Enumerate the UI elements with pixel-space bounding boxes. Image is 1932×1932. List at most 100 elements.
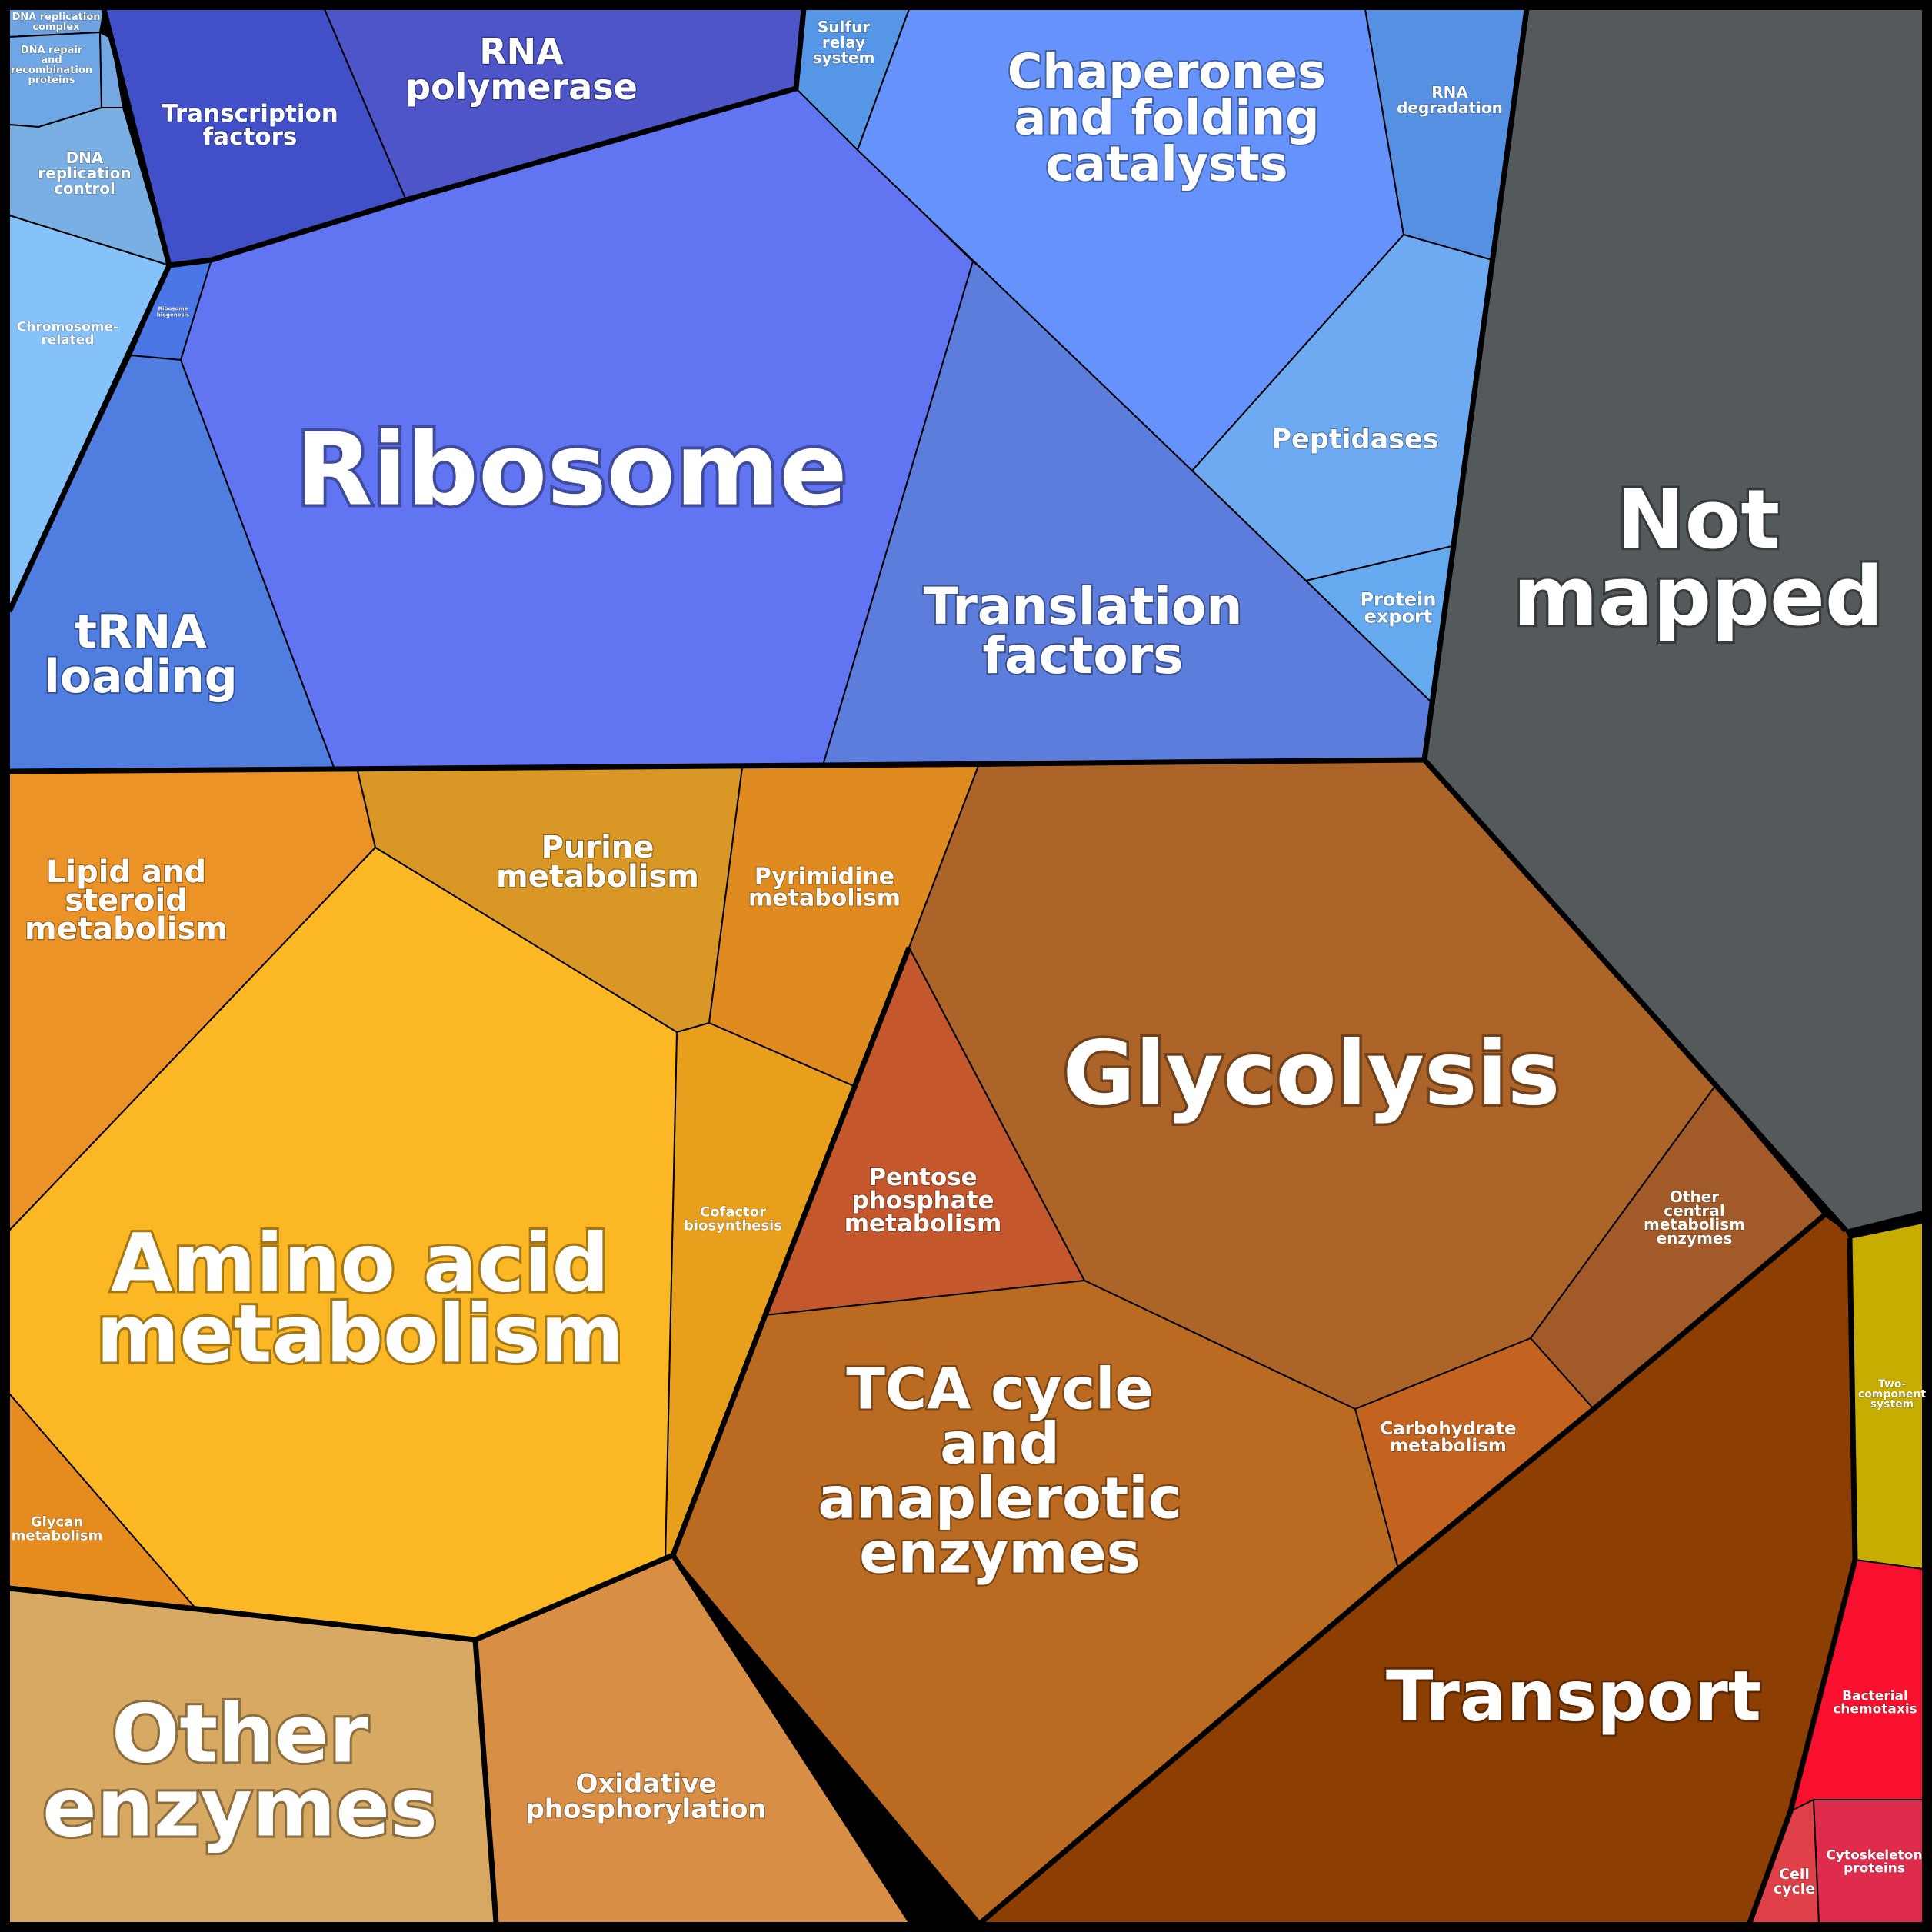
label-line: metabolism bbox=[12, 1527, 103, 1544]
label-chaperones: Chaperones and folding catalysts bbox=[1008, 44, 1326, 192]
label-line: Not bbox=[1617, 472, 1780, 567]
label-pentose: Pentose phosphate metabolism bbox=[844, 1164, 1002, 1237]
label-line: Cell bbox=[1779, 1866, 1810, 1883]
label-line: Pyrimidine bbox=[754, 864, 894, 891]
label-pyrimidine: Pyrimidine metabolism bbox=[748, 864, 901, 912]
label-line: Chaperones bbox=[1008, 44, 1326, 100]
label-line: Glycolysis bbox=[1063, 1022, 1561, 1125]
label-bacterial-chemotaxis: Bacterial chemotaxis bbox=[1833, 1688, 1917, 1717]
label-line: degradation bbox=[1397, 98, 1503, 117]
label-line: steroid bbox=[65, 883, 188, 918]
label-other-enzymes: Other enzymes bbox=[42, 1687, 438, 1854]
label-line: Glycan bbox=[31, 1514, 83, 1530]
label-line: Two- bbox=[1878, 1378, 1907, 1391]
label-line: metabolism bbox=[844, 1210, 1002, 1237]
label-line: metabolism bbox=[96, 1287, 624, 1381]
label-peptidases: Peptidases bbox=[1271, 424, 1438, 455]
label-oxidative-phosphorylation: Oxidative phosphorylation bbox=[525, 1768, 766, 1824]
label-ribosome: Ribosome bbox=[295, 411, 847, 528]
label-carbohydrate: Carbohydrate metabolism bbox=[1380, 1419, 1516, 1456]
label-line: and folding bbox=[1014, 90, 1320, 146]
label-translation-factors: Translation factors bbox=[924, 577, 1243, 685]
label-line: Sulfur bbox=[818, 18, 870, 36]
label-line: proteins bbox=[1844, 1860, 1905, 1876]
label-line: central bbox=[1664, 1201, 1724, 1220]
label-ribosome-biogenesis: Ribosome biogenesis bbox=[157, 305, 189, 318]
label-line: metabolism bbox=[748, 885, 901, 912]
label-other-central: Other central metabolism enzymes bbox=[1644, 1188, 1745, 1247]
border-transport bbox=[1747, 1237, 1858, 1924]
label-line: Purine bbox=[541, 830, 655, 865]
label-line: Translation bbox=[924, 577, 1243, 636]
label-line: cycle bbox=[1774, 1880, 1815, 1897]
label-two-component: Two-component system bbox=[1858, 1378, 1927, 1411]
label-line: complex bbox=[32, 22, 80, 33]
label-line: phosphate bbox=[851, 1187, 994, 1214]
label-line: export bbox=[1364, 605, 1433, 627]
label-amino-acid: Amino acid metabolism bbox=[96, 1216, 624, 1381]
label-line: recombination bbox=[11, 65, 92, 76]
label-line: Chromosome- bbox=[17, 319, 118, 335]
border-genetic-info bbox=[8, 757, 1425, 774]
label-dna-repair: DNA repair and recombination proteins bbox=[11, 45, 92, 86]
label-rna-polymerase: RNA polymerase bbox=[405, 31, 638, 108]
label-line: factors bbox=[203, 123, 298, 151]
label-sulfur-relay: Sulfur relay system bbox=[813, 18, 875, 67]
label-line: and bbox=[940, 1411, 1060, 1477]
category-borders bbox=[6, 8, 1858, 1925]
label-rna-degradation: RNA degradation bbox=[1397, 83, 1503, 117]
label-cell-cycle: Cell cycle bbox=[1774, 1866, 1815, 1897]
border-top-blue-split bbox=[6, 264, 172, 613]
label-line: chemotaxis bbox=[1833, 1701, 1917, 1717]
label-line: related bbox=[41, 332, 94, 348]
label-glycan: Glycan metabolism bbox=[12, 1514, 103, 1544]
label-line: metabolism bbox=[25, 911, 228, 947]
label-line: component bbox=[1858, 1388, 1927, 1401]
border-not-mapped-left bbox=[1421, 8, 1848, 1233]
label-tca: TCA cycle and anaplerotic enzymes bbox=[818, 1356, 1181, 1586]
label-line: RNA bbox=[1431, 83, 1468, 102]
label-line: Pentose bbox=[868, 1164, 977, 1191]
label-line: enzymes bbox=[1657, 1229, 1733, 1247]
label-line: enzymes bbox=[42, 1760, 438, 1854]
label-line: enzymes bbox=[859, 1520, 1141, 1586]
label-line: replication bbox=[38, 164, 131, 182]
label-cofactor: Cofactor biosynthesis bbox=[684, 1204, 782, 1234]
label-line: Amino acid bbox=[111, 1216, 609, 1310]
label-line: Transcription bbox=[162, 100, 338, 128]
label-line: mapped bbox=[1513, 549, 1884, 644]
label-line: Peptidases bbox=[1271, 424, 1438, 455]
label-glycolysis: Glycolysis bbox=[1063, 1022, 1561, 1125]
label-line: catalysts bbox=[1045, 136, 1287, 192]
label-cytoskeleton: Cytoskeleton proteins bbox=[1826, 1847, 1922, 1876]
border-transport-tca bbox=[978, 1213, 1827, 1925]
label-lipid-steroid: Lipid and steroid metabolism bbox=[25, 854, 228, 947]
label-line: and bbox=[41, 55, 62, 66]
label-line: DNA repair bbox=[21, 45, 83, 56]
label-line: Carbohydrate bbox=[1380, 1419, 1516, 1439]
label-line: phosphorylation bbox=[525, 1794, 766, 1824]
label-line: tRNA bbox=[75, 605, 207, 659]
label-chromosome-related: Chromosome-related bbox=[17, 319, 118, 348]
label-line: control bbox=[54, 179, 115, 198]
label-purine: Purine metabolism bbox=[496, 830, 699, 894]
label-line: Ribosome bbox=[158, 305, 188, 311]
label-line: metabolism bbox=[496, 859, 699, 894]
label-line: metabolism bbox=[1390, 1436, 1507, 1456]
label-line: anaplerotic bbox=[818, 1465, 1181, 1531]
label-line: Protein bbox=[1361, 588, 1437, 610]
label-protein-export: Protein export bbox=[1361, 588, 1437, 627]
label-line: Cytoskeleton bbox=[1826, 1847, 1922, 1863]
label-line: proteins bbox=[28, 75, 75, 86]
label-line: biogenesis bbox=[157, 311, 189, 318]
label-line: metabolism bbox=[1644, 1215, 1745, 1234]
label-transcription-factors: Transcription factors bbox=[162, 100, 338, 151]
label-trna-loading: tRNA loading bbox=[44, 605, 237, 704]
label-line: Other bbox=[112, 1687, 368, 1780]
label-dna-replication-control: DNA replication control bbox=[38, 148, 131, 198]
border-energy-2 bbox=[472, 1639, 499, 1924]
label-line: Oxidative bbox=[576, 1768, 717, 1799]
label-line: RNA bbox=[479, 31, 564, 72]
